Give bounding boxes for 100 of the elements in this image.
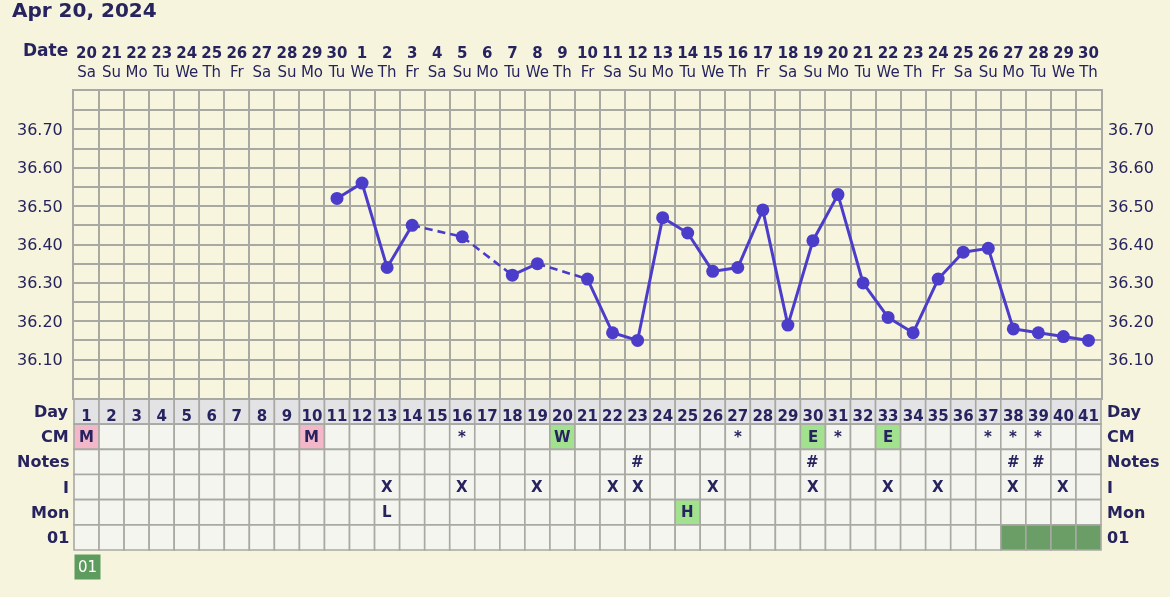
x-tick-label: 38: [1002, 407, 1024, 425]
x2-tick-label: 13 Mo: [651, 43, 674, 81]
x2-tick-label: 21 Tu: [852, 43, 874, 81]
y-tick-label: 36.70: [16, 119, 63, 139]
x-tick-label: 16: [451, 407, 473, 425]
x-tick-label: 23: [627, 407, 649, 425]
x-tick-label: 31: [827, 407, 849, 425]
x-tick-label: 6: [206, 407, 217, 425]
text: #: [1032, 453, 1045, 471]
x-tick-label: 17: [476, 407, 498, 425]
x-tick-label: 35: [927, 407, 949, 425]
x-tick-label: 11: [326, 407, 348, 425]
y2-tick-label: 36.50: [1108, 196, 1154, 216]
x2-tick-label: 27 Mo: [1002, 43, 1025, 81]
text: X: [807, 478, 819, 496]
point: [731, 261, 745, 275]
x2-tick-label: 4 Sa: [427, 43, 447, 81]
text: M: [79, 428, 94, 446]
y-tick-label: 36.60: [16, 158, 63, 178]
x2-tick-label: 25 Sa: [952, 43, 974, 81]
point: [906, 326, 920, 340]
y2-tick-label: 36.30: [1108, 273, 1154, 293]
x-tick-label: 14: [401, 407, 423, 425]
text: H: [681, 503, 694, 521]
text: *: [1034, 428, 1042, 446]
category-label: Mon: [31, 503, 70, 522]
x-tick-label: 36: [952, 407, 974, 425]
point: [956, 245, 970, 259]
text: X: [607, 478, 619, 496]
text: X: [1007, 478, 1019, 496]
text: W: [554, 428, 571, 446]
x2-tick-label: 30 Tu: [326, 43, 348, 81]
chart-title: Apr 20, 2024: [12, 0, 157, 22]
x-tick-label: 25: [677, 407, 699, 425]
text: L: [382, 503, 392, 521]
point: [856, 276, 870, 290]
point: [380, 261, 394, 275]
x-tick-label: 18: [501, 407, 523, 425]
x-tick-label: 15: [426, 407, 448, 425]
x2-tick-label: 23 Tu: [151, 43, 173, 81]
point: [631, 333, 645, 347]
point: [831, 188, 845, 202]
category-label: I: [1107, 478, 1113, 497]
x-tick-label: 29: [777, 407, 799, 425]
text: *: [458, 428, 466, 446]
x2-tick-label: 6 Mo: [476, 43, 499, 81]
x2-tick-label: 29 We: [1051, 43, 1076, 81]
x-tick-label: 33: [877, 407, 899, 425]
text: X: [707, 478, 719, 496]
point: [1081, 333, 1095, 347]
x2-tick-label: 16 Th: [727, 43, 749, 81]
x-tick-label: 7: [231, 407, 243, 425]
y-tick-label: 36.20: [16, 311, 63, 331]
x-tick-label: 22: [602, 407, 623, 425]
point: [806, 234, 820, 248]
x-tick-label: 8: [256, 407, 268, 425]
text: X: [456, 478, 468, 496]
text: 01: [78, 558, 98, 576]
x2-tick-label: 11 Sa: [602, 43, 623, 81]
x-tick-label: 24: [652, 407, 674, 425]
x2-tick-label: 8 We: [525, 43, 549, 81]
x-tick-label: 40: [1052, 407, 1074, 425]
category-label: Mon: [1107, 503, 1146, 522]
category-label: I: [63, 478, 69, 497]
x2-tick-label: 12 Su: [627, 43, 649, 81]
x-tick-label: 5: [181, 407, 192, 425]
x2-tick-label: 17 Fr: [752, 43, 774, 81]
x-tick-label: 34: [902, 407, 924, 425]
text: X: [932, 478, 944, 496]
x2-tick-label: 25 Th: [201, 43, 223, 81]
x-tick-label: 20: [552, 407, 573, 425]
category-label: Notes: [17, 452, 70, 471]
text: E: [883, 428, 894, 446]
x-tick-label: 1: [81, 407, 92, 425]
x-tick-label: 12: [351, 407, 373, 425]
x2-tick-label: 27 Sa: [251, 43, 273, 81]
point: [756, 203, 770, 217]
y2-tick-label: 36.20: [1108, 311, 1154, 331]
point: [1056, 330, 1070, 344]
x-axis-title: Day: [34, 402, 69, 421]
point: [1006, 322, 1020, 336]
y2-tick-label: 36.40: [1108, 235, 1154, 255]
x-tick-label: 32: [852, 407, 874, 425]
x2-tick-label: 21 Su: [101, 43, 123, 81]
y2-tick-label: 36.60: [1108, 158, 1154, 178]
text: *: [734, 428, 742, 446]
text: X: [381, 478, 393, 496]
x2-tick-label: 20 Sa: [76, 43, 97, 81]
category-label: Notes: [1107, 452, 1160, 471]
x2-tick-label: 3 Fr: [405, 43, 420, 81]
x-tick-label: 27: [727, 407, 749, 425]
x2-tick-label: 19 Su: [802, 43, 824, 81]
x-tick-label: 13: [376, 407, 398, 425]
x-tick-label: 9: [281, 407, 293, 425]
x2-tick-label: 20 Mo: [826, 43, 850, 81]
text: *: [984, 428, 992, 446]
y-tick-label: 36.10: [16, 350, 63, 370]
text: *: [1009, 428, 1017, 446]
x-tick-label: 2: [106, 407, 117, 425]
category-label: 01: [1107, 528, 1130, 547]
